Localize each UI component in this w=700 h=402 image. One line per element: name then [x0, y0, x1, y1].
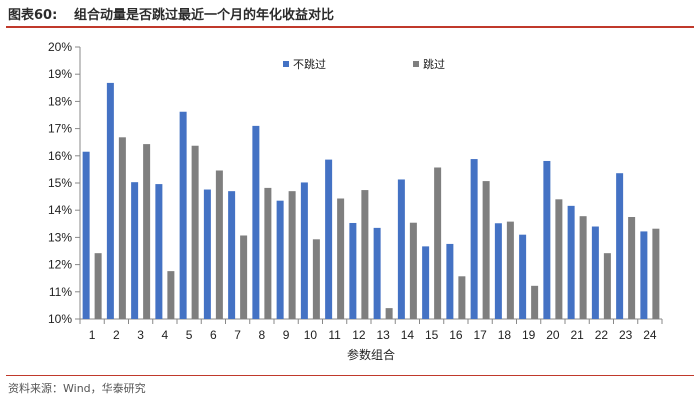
bars: [82, 82, 660, 320]
bar-no-skip: [82, 151, 90, 319]
x-axis: 1 2 3 4 5 6 7 8 9 10 11 12 13 14 15 16 17 18 19 20 21 22 23 24: [79, 318, 663, 342]
bar-no-skip: [591, 226, 599, 319]
legend-swatch: [413, 61, 419, 67]
x-tick-label: 1: [89, 328, 96, 342]
bar-skip: [506, 221, 514, 319]
bar-no-skip: [422, 246, 430, 319]
y-tick-label: 16%: [48, 149, 72, 163]
bar-no-skip: [325, 159, 333, 319]
x-axis-title: 参数组合: [347, 347, 395, 362]
x-tick-label: 15: [425, 328, 439, 342]
x-tick-label: 5: [186, 328, 193, 342]
bar-skip: [240, 235, 248, 319]
bar-no-skip: [155, 184, 163, 319]
figure-header: 图表60: 组合动量是否跳过最近一个月的年化收益对比: [6, 4, 694, 24]
bar-no-skip: [349, 222, 357, 319]
y-tick-label: 19%: [48, 67, 72, 81]
figure-label: 图表60:: [8, 8, 58, 23]
x-tick-label: 7: [234, 328, 241, 342]
x-tick-label: 21: [570, 328, 584, 342]
bar-no-skip: [567, 205, 575, 319]
footer-divider: [6, 375, 694, 376]
legend-label: 不跳过: [293, 57, 326, 71]
bar-no-skip: [106, 82, 114, 320]
legend-label: 跳过: [423, 57, 445, 71]
x-tick-label: 18: [498, 328, 512, 342]
bar-no-skip: [494, 223, 502, 319]
x-tick-label: 16: [449, 328, 463, 342]
bar-skip: [579, 216, 587, 319]
x-tick-label: 3: [137, 328, 144, 342]
y-tick-label: 20%: [48, 40, 72, 54]
bar-no-skip: [228, 191, 236, 319]
bar-skip: [652, 228, 660, 319]
x-tick-label: 10: [304, 328, 318, 342]
legend: 不跳过 跳过: [283, 57, 445, 71]
bar-no-skip: [131, 182, 139, 319]
bar-skip: [312, 239, 320, 319]
x-tick-label: 9: [283, 328, 290, 342]
bar-no-skip: [397, 179, 405, 319]
bar-no-skip: [519, 234, 527, 319]
y-axis: 10% 11% 12% 13% 14% 15% 16% 17% 18% 19% 20%: [48, 40, 81, 326]
bar-no-skip: [276, 200, 284, 319]
bar-skip: [434, 167, 442, 319]
bar-skip: [94, 253, 102, 319]
bar-skip: [361, 190, 369, 319]
bar-skip: [288, 191, 296, 319]
x-tick-label: 23: [619, 328, 633, 342]
bar-no-skip: [470, 159, 478, 319]
legend-swatch: [283, 61, 289, 67]
bar-skip: [385, 308, 393, 319]
bar-no-skip: [179, 111, 187, 320]
x-tick-label: 13: [376, 328, 390, 342]
bar-no-skip: [640, 231, 648, 319]
bar-skip: [191, 145, 199, 319]
bar-skip: [482, 181, 490, 319]
bar-no-skip: [203, 189, 211, 319]
x-tick-label: 12: [352, 328, 366, 342]
y-tick-label: 15%: [48, 176, 72, 190]
source-note: 资料来源：Wind，华泰研究: [8, 382, 146, 395]
bar-skip: [337, 198, 345, 319]
bar-no-skip: [616, 173, 624, 319]
bar-skip: [555, 199, 563, 319]
bar-no-skip: [446, 243, 454, 319]
y-tick-label: 11%: [49, 285, 72, 299]
y-tick-label: 13%: [48, 230, 72, 244]
y-tick-label: 18%: [48, 94, 72, 108]
bar-no-skip: [252, 125, 260, 319]
bar-no-skip: [373, 227, 381, 319]
x-tick-label: 22: [595, 328, 609, 342]
bar-skip: [409, 222, 417, 319]
x-tick-label: 8: [259, 328, 266, 342]
bar-skip: [603, 253, 611, 319]
bar-skip: [143, 144, 151, 319]
bar-skip: [264, 187, 272, 319]
y-tick-label: 14%: [48, 203, 72, 217]
x-tick-label: 4: [162, 328, 169, 342]
x-tick-label: 14: [401, 328, 415, 342]
x-tick-label: 2: [113, 328, 120, 342]
chart-title: 组合动量是否跳过最近一个月的年化收益对比: [74, 8, 335, 23]
bar-skip: [118, 137, 126, 319]
x-tick-label: 11: [328, 328, 341, 342]
bar-skip: [215, 170, 223, 319]
bar-no-skip: [543, 160, 551, 319]
bar-skip: [167, 271, 175, 319]
bar-skip: [458, 276, 466, 319]
x-tick-label: 6: [210, 328, 217, 342]
y-tick-label: 10%: [48, 312, 72, 326]
y-tick-label: 17%: [48, 122, 72, 136]
x-tick-label: 24: [643, 328, 657, 342]
bar-skip: [531, 285, 539, 319]
y-tick-label: 12%: [48, 258, 72, 272]
bar-skip: [628, 217, 636, 319]
x-tick-label: 19: [522, 328, 536, 342]
header-divider: [6, 26, 694, 28]
x-tick-label: 20: [546, 328, 560, 342]
x-tick-label: 17: [473, 328, 487, 342]
bar-no-skip: [300, 182, 308, 319]
